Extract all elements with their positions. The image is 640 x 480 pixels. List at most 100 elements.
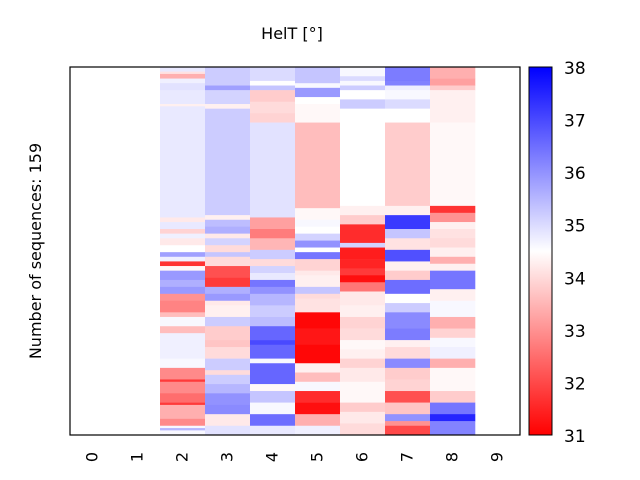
heatmap-cell xyxy=(430,391,476,403)
heatmap-cell xyxy=(205,425,251,436)
heatmap-cell xyxy=(340,99,386,109)
heatmap-cell xyxy=(205,104,251,109)
heatmap-cell xyxy=(160,367,206,380)
x-tick-label: 4 xyxy=(263,452,282,462)
heatmap-cell xyxy=(205,252,251,258)
heatmap-cell xyxy=(160,279,206,288)
heatmap-cell xyxy=(205,238,251,246)
heatmap-cell xyxy=(385,229,431,239)
heatmap-cell xyxy=(295,247,341,253)
heatmap-cell xyxy=(340,80,386,86)
heatmap-cell xyxy=(430,270,476,290)
heatmap-cell xyxy=(430,99,476,123)
heatmap-cell xyxy=(430,337,476,348)
heatmap-cell xyxy=(250,305,296,318)
heatmap-cells xyxy=(160,67,476,436)
heatmap-cell xyxy=(160,78,206,84)
heatmap-cell xyxy=(295,219,341,227)
heatmap-cell xyxy=(340,275,386,283)
heatmap-cell xyxy=(430,247,476,258)
heatmap-cell xyxy=(160,379,206,383)
x-tick-label: 8 xyxy=(443,452,462,462)
heatmap-cell xyxy=(160,67,206,72)
heatmap-cell xyxy=(205,215,251,221)
heatmap-cell xyxy=(160,266,206,271)
chart-title: HelT [°] xyxy=(261,24,323,43)
heatmap-cell xyxy=(385,303,431,313)
heatmap-cell xyxy=(295,275,341,288)
heatmap-cell xyxy=(160,312,206,318)
heatmap-cell xyxy=(250,414,296,427)
heatmap-cell xyxy=(295,270,341,276)
colorbar-tick-label: 37 xyxy=(564,112,586,132)
colorbar-tick-label: 35 xyxy=(564,217,586,237)
heatmap-cell xyxy=(250,293,296,306)
heatmap-cell xyxy=(295,83,341,89)
heatmap-cell xyxy=(430,212,476,223)
heatmap-cell xyxy=(295,252,341,260)
heatmap-cell xyxy=(340,242,386,248)
heatmap-cell xyxy=(430,414,476,422)
heatmap-cell xyxy=(160,90,206,105)
heatmap-cell xyxy=(340,328,386,341)
heatmap-cell xyxy=(250,238,296,251)
heatmap-cell xyxy=(430,347,476,359)
heatmap-cell xyxy=(385,249,431,262)
colorbar-tick-label: 33 xyxy=(564,322,586,342)
heatmap-cell xyxy=(430,328,476,339)
heatmap-cell xyxy=(295,259,341,271)
x-tick-label: 0 xyxy=(83,452,102,462)
heatmap-cell xyxy=(160,300,206,313)
heatmap-cell xyxy=(250,101,296,114)
heatmap-cell xyxy=(160,402,206,406)
heatmap-cell xyxy=(430,122,476,207)
heatmap-cell xyxy=(205,340,251,348)
heatmap-cell xyxy=(385,85,431,91)
heatmap-cell xyxy=(430,381,476,392)
heatmap-cell xyxy=(430,229,476,239)
heatmap-cell xyxy=(385,80,431,86)
heatmap-cell xyxy=(160,428,206,431)
colorbar-tick-label: 34 xyxy=(564,269,586,289)
heatmap-cell xyxy=(340,358,386,369)
heatmap-cell xyxy=(340,367,386,383)
heatmap-cell xyxy=(205,67,251,86)
heatmap-cell xyxy=(385,122,431,207)
heatmap-cell xyxy=(295,226,341,234)
heatmap-cell xyxy=(160,217,206,223)
heatmap-cell xyxy=(385,379,431,392)
heatmap-cell xyxy=(205,277,251,288)
plot-frame xyxy=(69,66,521,436)
heatmap-cell xyxy=(340,291,386,306)
heatmap-cell xyxy=(340,108,386,123)
heatmap-cell xyxy=(250,326,296,341)
heatmap-cell xyxy=(340,282,386,292)
heatmap-cell xyxy=(385,391,431,403)
heatmap-cell xyxy=(340,67,386,77)
heatmap-cell xyxy=(430,263,476,271)
heatmap-cell xyxy=(340,259,386,269)
heatmap-cell xyxy=(160,238,206,246)
x-tick-label: 9 xyxy=(488,452,507,462)
heatmap-cell xyxy=(340,340,386,350)
heatmap-cell xyxy=(250,249,296,260)
heatmap-cell xyxy=(340,215,386,225)
heatmap-cell xyxy=(430,289,476,302)
heatmap-cell xyxy=(430,300,476,318)
heatmap-cell xyxy=(160,404,206,420)
heatmap-cell xyxy=(430,316,476,329)
colorbar xyxy=(528,66,553,436)
heatmap-cell xyxy=(340,349,386,359)
heatmap-cell xyxy=(205,226,251,234)
heatmap-cell xyxy=(250,363,296,385)
heatmap-cell xyxy=(205,219,251,227)
heatmap-cell xyxy=(160,316,206,327)
heatmap-cell xyxy=(430,421,476,436)
heatmap-cell xyxy=(250,316,296,327)
heatmap-cell xyxy=(250,286,296,295)
heatmap-cell xyxy=(385,328,431,341)
x-tick-label: 2 xyxy=(173,452,192,462)
heatmap-cell xyxy=(160,293,206,302)
colorbar-tick-label: 36 xyxy=(564,164,586,184)
